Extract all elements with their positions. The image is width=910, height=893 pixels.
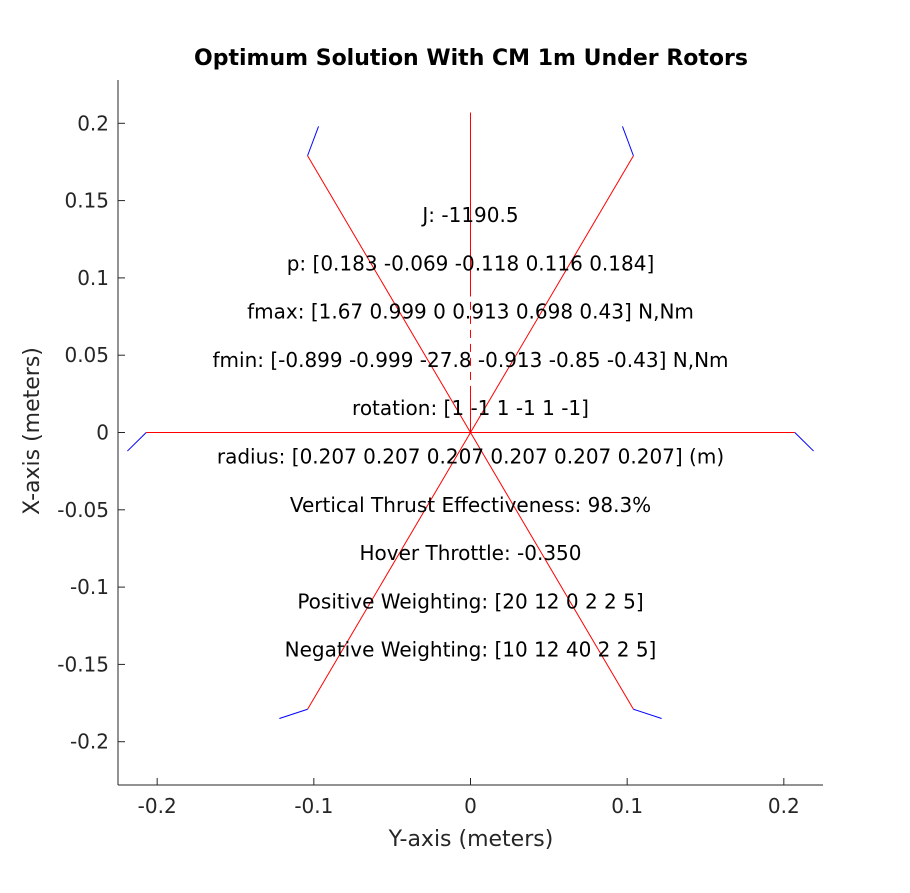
annotation-line: rotation: [1 -1 1 -1 1 -1]: [352, 396, 589, 420]
annotation-line: fmax: [1.67 0.999 0 0.913 0.698 0.43] N,…: [247, 300, 694, 324]
annotation-line: radius: [0.207 0.207 0.207 0.207 0.207 0…: [217, 445, 724, 469]
y-tick-label: -0.2: [70, 730, 109, 754]
arm-line: [470, 155, 634, 433]
annotation-line: Hover Throttle: -0.350: [359, 541, 581, 565]
y-tick-label: -0.05: [57, 498, 109, 522]
arm-line: [307, 155, 471, 433]
y-axis-label: X-axis (meters): [20, 347, 45, 515]
rotor-line: [307, 126, 320, 156]
x-tick-label: 0: [464, 794, 477, 818]
annotation-line: Vertical Thrust Effectiveness: 98.3%: [290, 493, 651, 517]
y-tick-label: -0.1: [70, 575, 109, 599]
annotation-line: p: [0.183 -0.069 -0.118 0.116 0.184]: [287, 251, 655, 275]
arm-line: [470, 432, 634, 710]
y-tick-label: 0.2: [77, 111, 109, 135]
rotor-line: [794, 432, 814, 452]
plot-area: [127, 112, 814, 719]
x-axis-label: Y-axis (meters): [388, 827, 554, 852]
annotation-block: J: -1190.5 p: [0.183 -0.069 -0.118 0.116 …: [212, 203, 728, 662]
annotation-line: Negative Weighting: [10 12 40 2 2 5]: [285, 638, 657, 662]
rotor-line: [633, 708, 662, 719]
annotation-line: Positive Weighting: [20 12 0 2 2 5]: [297, 589, 643, 613]
y-tick-label: -0.15: [57, 652, 109, 676]
x-tick-label: -0.2: [138, 794, 177, 818]
x-tick-label: 0.1: [611, 794, 643, 818]
y-tick-label: 0.1: [77, 266, 109, 290]
rotor-line: [127, 432, 147, 452]
arm-line: [307, 432, 471, 710]
y-tick-label: 0.15: [64, 189, 109, 213]
chart-title: Optimum Solution With CM 1m Under Rotors: [194, 46, 748, 71]
y-tick-label: 0.05: [64, 343, 109, 367]
annotation-line: J: -1190.5: [420, 203, 518, 227]
y-tick-label: 0: [96, 421, 109, 445]
rotor-line: [621, 126, 634, 156]
x-tick-label: 0.2: [768, 794, 800, 818]
axes: -0.2 -0.1 0 0.1 0.2 0.2 0.15 0.1 0.05 0 -0.05 -0.1 -…: [57, 80, 823, 818]
x-tick-label: -0.1: [294, 794, 333, 818]
annotation-line: fmin: [-0.899 -0.999 -27.8 -0.913 -0.85 …: [212, 348, 728, 372]
rotor-line: [279, 708, 308, 719]
